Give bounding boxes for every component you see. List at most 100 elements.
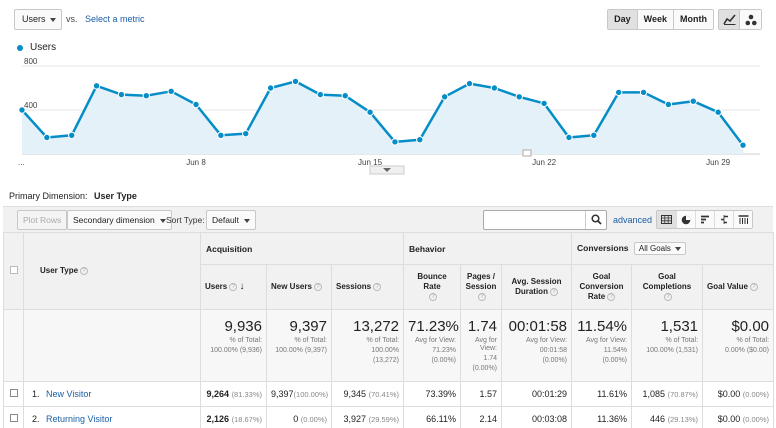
chart-svg: 800 400... Jun 8 Jun 15 Jun 22 Jun 29: [18, 57, 760, 175]
pages-session-cell: 1.57: [460, 381, 503, 407]
pie-icon[interactable]: [676, 211, 695, 228]
pages-session-header-label: Pages / Session: [465, 272, 497, 291]
row-checkbox[interactable]: [9, 414, 18, 422]
select-all-checkbox[interactable]: [9, 266, 18, 274]
goal-completions-header-label: Goal Completions: [642, 272, 692, 291]
search-icon[interactable]: [591, 214, 602, 228]
goal-completions-cell: 446 (29.13%): [631, 406, 704, 428]
x-tick-label: Jun 8: [186, 158, 206, 167]
advanced-filter-link[interactable]: advanced: [613, 215, 653, 225]
table-row: 1. New Visitor 9,264 (81.33%) 9,397(100.0…: [3, 381, 775, 407]
total-detail: 100.00%: [371, 347, 400, 354]
users-column-header[interactable]: Users? ↓: [200, 264, 267, 310]
help-icon[interactable]: ?: [664, 292, 673, 301]
help-icon[interactable]: ?: [313, 282, 322, 291]
legend-label: Users: [30, 42, 57, 53]
cell-percent: (70.41%): [368, 390, 400, 399]
sessions-cell: 3,927 (29.59%): [330, 406, 405, 428]
data-point: [217, 131, 225, 140]
chevron-down-icon: [159, 218, 166, 223]
total-pages-session: 1.74 Avg for View: 1.74 (0.00%): [460, 309, 503, 382]
cell-percent: (81.33%): [231, 390, 262, 399]
total-detail-2: (0.00%): [431, 357, 457, 364]
data-point: [68, 131, 76, 140]
table-search-input[interactable]: [483, 210, 607, 230]
behavior-group-header: Behavior: [403, 232, 573, 265]
cell-percent: (29.13%): [667, 415, 699, 424]
month-button[interactable]: Month: [673, 10, 713, 29]
table-row: 2. Returning Visitor 2,126 (18.67%) 0 (0.…: [3, 406, 775, 428]
cell-value: 2,126: [206, 414, 230, 424]
select-metric-link[interactable]: Select a metric: [85, 14, 145, 24]
primary-dimension-value[interactable]: User Type: [94, 191, 137, 201]
total-value: 00:01:58: [508, 318, 568, 335]
new-users-column-header[interactable]: New Users?: [266, 264, 332, 310]
performance-icon[interactable]: [695, 211, 714, 228]
avg-session-column-header[interactable]: Avg. Session Duration?: [501, 264, 573, 310]
row-checkbox[interactable]: [9, 389, 18, 397]
data-table-icon[interactable]: [657, 211, 676, 228]
data-point: [614, 88, 623, 97]
user-type-link[interactable]: New Visitor: [46, 389, 92, 399]
total-caption: % of Total:: [229, 337, 262, 344]
help-icon[interactable]: ?: [373, 282, 382, 291]
cell-percent: (18.67%): [231, 415, 262, 424]
total-detail: 00:01:58: [539, 347, 568, 354]
help-icon[interactable]: ?: [80, 266, 89, 275]
dimension-header[interactable]: User Type?: [23, 232, 201, 310]
line-chart-icon[interactable]: [719, 10, 740, 29]
data-point: [142, 92, 151, 100]
plot-rows-button[interactable]: Plot Rows: [17, 210, 68, 230]
help-icon[interactable]: ?: [749, 282, 758, 291]
comparison-icon[interactable]: [714, 211, 733, 228]
sessions-column-header[interactable]: Sessions?: [330, 264, 405, 310]
user-type-link[interactable]: Returning Visitor: [46, 414, 113, 424]
goal-conversion-column-header[interactable]: Goal Conversion Rate?: [571, 264, 633, 310]
sessions-header-label: Sessions: [336, 282, 372, 291]
data-point: [117, 90, 126, 99]
motion-chart-icon[interactable]: [740, 10, 761, 29]
chevron-down-icon: [50, 18, 56, 22]
dimension-cell: 2. Returning Visitor: [23, 406, 201, 428]
pages-session-column-header[interactable]: Pages / Session?: [460, 264, 503, 310]
explorer-table: User Type? Acquisition Behavior Conversi…: [3, 232, 775, 428]
data-point: [18, 106, 26, 114]
goals-select[interactable]: All Goals: [633, 242, 686, 255]
data-point: [192, 100, 200, 109]
data-point: [714, 108, 722, 116]
goal-value-cell: $0.00 (0.00%): [702, 406, 775, 428]
cell-value: 9,397: [271, 389, 294, 399]
help-icon[interactable]: ?: [607, 292, 616, 301]
table-view-group: [656, 210, 753, 229]
dimension-cell: 1. New Visitor: [23, 381, 201, 407]
goal-value-column-header[interactable]: Goal Value?: [702, 264, 775, 310]
data-point: [266, 84, 275, 92]
help-icon[interactable]: ?: [429, 292, 438, 301]
pivot-icon[interactable]: [733, 211, 752, 228]
help-icon[interactable]: ?: [478, 292, 487, 301]
sort-type-select[interactable]: Default: [206, 210, 256, 230]
help-icon[interactable]: ?: [549, 287, 558, 296]
total-detail-2: (0.00%): [602, 357, 628, 364]
total-value: $0.00: [731, 318, 770, 335]
goals-select-value: All Goals: [638, 244, 671, 253]
goal-value-header-label: Goal Value: [707, 282, 748, 291]
conversions-label: Conversions: [577, 243, 629, 253]
goal-completions-column-header[interactable]: Goal Completions?: [631, 264, 704, 310]
data-point: [242, 129, 250, 138]
day-button[interactable]: Day: [608, 10, 637, 29]
dimension-header-label: User Type: [40, 266, 79, 275]
total-caption: % of Total:: [665, 337, 699, 344]
data-point: [316, 90, 325, 99]
pages-session-cell: 2.14: [460, 406, 503, 428]
secondary-dimension-select[interactable]: Secondary dimension: [67, 210, 172, 230]
help-icon[interactable]: ?: [229, 282, 238, 291]
total-caption: Avg for View:: [474, 337, 498, 352]
week-button[interactable]: Week: [636, 10, 673, 29]
group-header-row: User Type? Acquisition Behavior Conversi…: [3, 232, 775, 310]
goal-conversion-header-label: Goal Conversion Rate: [579, 272, 624, 301]
bounce-rate-column-header[interactable]: Bounce Rate?: [403, 264, 462, 310]
primary-dimension: Primary Dimension: User Type: [9, 191, 137, 201]
metric-select[interactable]: Users: [14, 9, 62, 30]
data-point: [391, 138, 399, 146]
